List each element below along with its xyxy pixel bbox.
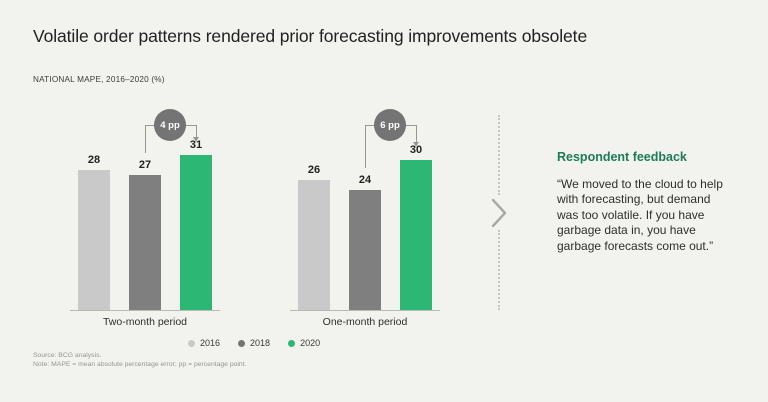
legend-dot-icon [288,339,296,347]
delta-badge: 4 pp [154,109,186,141]
chart-subtitle: NATIONAL MAPE, 2016–2020 (%) [33,75,165,84]
arrow-down-icon [193,137,199,142]
bar-chart-one-month: 26 24 30 6 pp One-month period [290,100,440,328]
bar-value-2018: 27 [138,159,152,171]
legend-item-2020: 2020 [288,338,320,348]
bar-2018 [349,190,381,310]
bar-value-2018: 24 [358,174,372,186]
bar-value-2016: 28 [87,154,101,166]
legend-dot-icon [238,339,246,347]
page-title: Volatile order patterns rendered prior f… [33,26,588,46]
chart-legend: 2016 2018 2020 [188,338,320,348]
footnotes: Source: BCG analysis. Note: MAPE = mean … [33,352,246,370]
legend-label: 2018 [250,338,271,348]
feedback-heading: Respondent feedback [557,150,687,164]
feedback-quote: “We moved to the cloud to help with fore… [557,177,723,253]
legend-item-2018: 2018 [238,338,270,348]
annotation-arrow-line [196,125,197,137]
delta-badge: 6 pp [374,109,406,141]
x-axis-label: One-month period [322,316,408,328]
chevron-right-icon [491,198,507,228]
x-axis-label: Two-month period [102,316,188,328]
x-axis-line [70,310,220,311]
dotted-divider-bottom [498,230,500,310]
bar-2016 [298,180,330,310]
bar-2016 [78,170,110,310]
legend-dot-icon [188,339,195,347]
annotation-connector-vertical [145,125,146,153]
feedback-panel: Respondent feedback “We moved to the clo… [557,150,742,254]
legend-item-2016: 2016 [188,338,220,348]
bar-2018 [129,175,161,310]
bar-2020 [400,160,432,310]
legend-label: 2020 [300,338,321,348]
dotted-divider-top [498,115,500,195]
annotation-connector-vertical [365,125,366,168]
bar-2020 [180,155,212,310]
bar-value-2020: 31 [189,139,203,151]
annotation-arrow-line [416,125,417,142]
arrow-down-icon [413,142,419,147]
definition-note: Note: MAPE = mean absolute percentage er… [33,360,247,368]
bar-value-2020: 30 [409,144,423,156]
bar-value-2016: 26 [307,164,321,176]
x-axis-line [290,310,440,311]
bar-chart-two-month: 28 27 31 4 pp Two-month period [70,100,220,328]
legend-label: 2016 [200,338,221,348]
source-note: Source: BCG analysis. [33,352,102,359]
